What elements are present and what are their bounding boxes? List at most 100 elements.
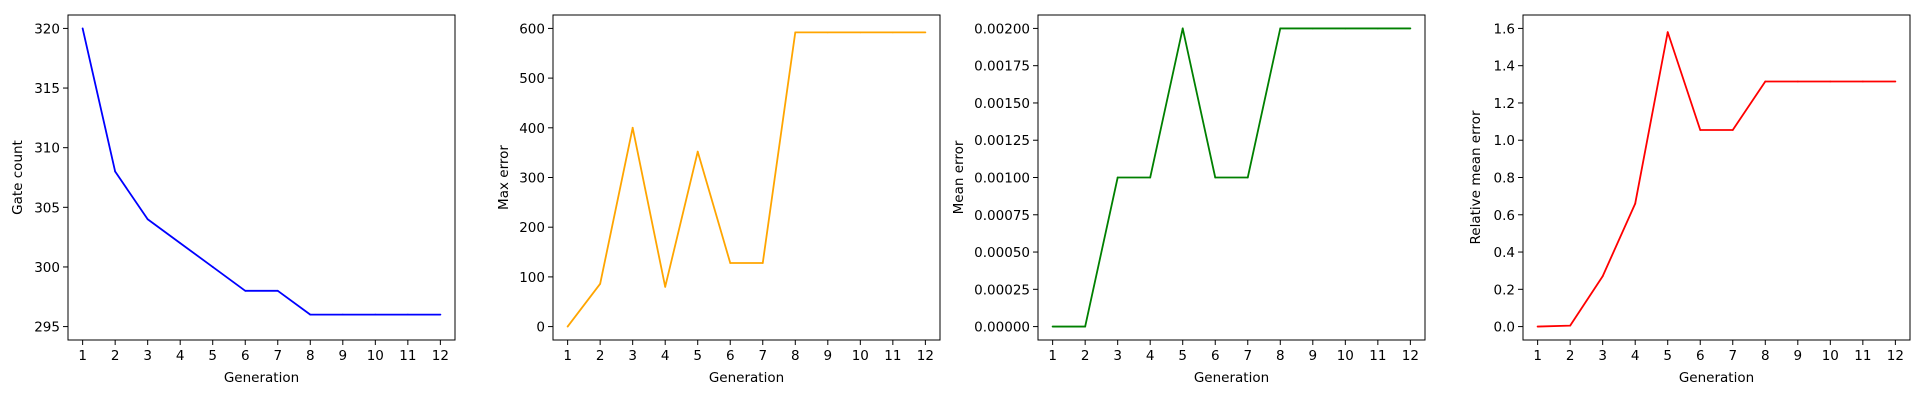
data-point — [924, 31, 927, 34]
y-tick-label: 200 — [519, 220, 545, 236]
x-tick-label: 3 — [628, 348, 637, 364]
data-point — [439, 313, 442, 316]
x-tick-label: 11 — [1854, 348, 1871, 364]
data-point — [1569, 324, 1572, 327]
data-point — [211, 266, 214, 268]
x-tick-label: 10 — [1337, 348, 1354, 364]
data-point — [309, 313, 312, 316]
x-tick-label: 11 — [884, 348, 901, 364]
y-tick-label: 300 — [34, 260, 60, 276]
data-point — [1214, 176, 1217, 179]
y-tick-label: 0.2 — [1494, 282, 1515, 298]
y-tick-label: 0.00150 — [974, 96, 1030, 112]
y-tick-label: 0.00100 — [974, 171, 1030, 187]
x-tick-label: 5 — [1663, 348, 1672, 364]
y-tick-label: 0.4 — [1494, 245, 1515, 261]
data-point — [1796, 80, 1799, 83]
y-tick-label: 1.2 — [1494, 96, 1515, 112]
x-tick-label: 2 — [1081, 348, 1090, 364]
data-point — [1311, 27, 1314, 30]
y-tick-label: 300 — [519, 171, 545, 187]
series-line — [1052, 27, 1411, 328]
x-tick-label: 8 — [1761, 348, 1770, 364]
y-tick-label: 0.8 — [1494, 171, 1515, 187]
x-tick-label: 3 — [1113, 348, 1122, 364]
x-tick-label: 1 — [563, 348, 572, 364]
x-tick-label: 1 — [78, 348, 87, 364]
data-point — [859, 31, 862, 34]
x-tick-label: 6 — [1696, 348, 1705, 364]
data-point — [1344, 27, 1347, 30]
x-tick-label: 8 — [1276, 348, 1285, 364]
y-tick-label: 0.00175 — [974, 59, 1030, 75]
data-point — [761, 262, 764, 264]
plot-frame — [67, 14, 456, 341]
series-line — [81, 28, 441, 316]
x-tick-label: 4 — [661, 348, 670, 364]
x-tick-label: 2 — [111, 348, 120, 364]
data-point — [1051, 325, 1054, 328]
x-tick-label: 4 — [1146, 348, 1155, 364]
chart-2: 1 2 3 4 5 6 7 8 9 10 11 120100200300400500600Genera… — [496, 14, 941, 386]
y-tick-label: 0.00025 — [974, 282, 1030, 298]
data-point — [1181, 27, 1184, 30]
data-point — [1536, 325, 1539, 328]
x-tick-label: 5 — [1178, 348, 1187, 364]
x-tick-label: 4 — [1631, 348, 1640, 364]
x-tick-label: 1 — [1533, 348, 1542, 364]
y-tick-label: 100 — [519, 270, 545, 286]
x-tick-label: 7 — [1243, 348, 1252, 364]
data-point — [1894, 80, 1897, 83]
x-tick-label: 10 — [1822, 348, 1839, 364]
data-point — [1376, 27, 1379, 30]
data-point — [1829, 80, 1832, 83]
data-point — [179, 242, 182, 244]
x-tick-label: 8 — [791, 348, 800, 364]
data-point — [1861, 80, 1864, 83]
x-axis-label: Generation — [1679, 370, 1754, 386]
series-line — [1537, 31, 1896, 328]
y-tick-label: 600 — [519, 21, 545, 37]
y-tick-label: 0.00075 — [974, 208, 1030, 224]
y-tick-label: 0.00050 — [974, 245, 1030, 261]
x-tick-label: 3 — [143, 348, 152, 364]
x-tick-label: 12 — [1402, 348, 1419, 364]
x-tick-label: 10 — [367, 348, 384, 364]
data-point — [1601, 275, 1604, 278]
x-axis-label: Generation — [1194, 370, 1269, 386]
data-point — [664, 285, 667, 288]
data-point — [891, 31, 894, 34]
y-tick-label: 500 — [519, 71, 545, 87]
y-tick-label: 1.4 — [1494, 59, 1515, 75]
y-tick-label: 1.6 — [1494, 21, 1515, 37]
x-tick-label: 6 — [241, 348, 250, 364]
x-tick-label: 12 — [432, 348, 449, 364]
x-tick-label: 7 — [273, 348, 282, 364]
y-tick-label: 295 — [34, 320, 60, 336]
data-point — [1279, 27, 1282, 30]
data-point — [1084, 325, 1087, 328]
y-tick-label: 315 — [34, 81, 60, 97]
y-tick-label: 305 — [34, 200, 60, 216]
y-tick-label: 0.00000 — [974, 320, 1030, 336]
chart-3: 1 2 3 4 5 6 7 8 9 10 11 120.000000.000250.000500.00… — [951, 14, 1426, 386]
chart-1: 1 2 3 4 5 6 7 8 9 10 11 12295300305310315320Generat… — [10, 14, 456, 386]
data-point — [1764, 80, 1767, 83]
y-tick-label: 0.6 — [1494, 208, 1515, 224]
x-tick-label: 9 — [1794, 348, 1803, 364]
data-point — [406, 313, 409, 316]
x-tick-label: 11 — [399, 348, 416, 364]
data-point — [1666, 31, 1669, 34]
data-point — [794, 31, 797, 34]
x-tick-label: 2 — [596, 348, 605, 364]
y-axis-label: Gate count — [10, 140, 26, 215]
x-tick-label: 6 — [1211, 348, 1220, 364]
x-tick-label: 4 — [176, 348, 185, 364]
x-axis-label: Generation — [224, 370, 299, 386]
data-point — [631, 126, 634, 129]
y-axis-label: Max error — [496, 145, 512, 210]
x-tick-label: 9 — [824, 348, 833, 364]
x-tick-label: 9 — [339, 348, 348, 364]
chart-4: 1 2 3 4 5 6 7 8 9 10 11 120.00.20.40.60.81.01.21.41… — [1468, 14, 1911, 386]
x-axis-label: Generation — [709, 370, 784, 386]
